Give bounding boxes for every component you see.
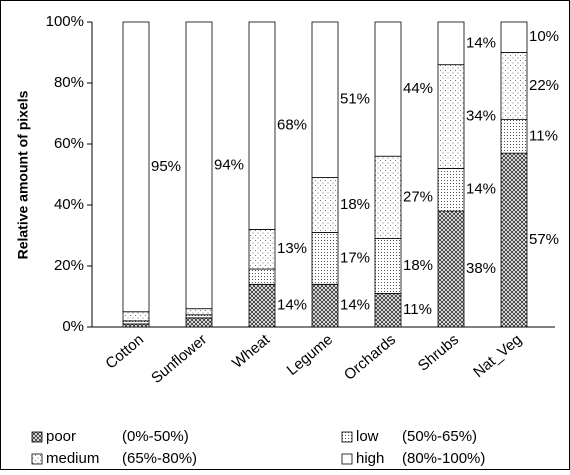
bar-segment: [374, 293, 402, 328]
bar-segment: [122, 21, 150, 313]
legend-range: (0%-50%): [122, 428, 189, 445]
bar-segment: [248, 268, 276, 285]
legend-range: (80%-100%): [402, 450, 485, 467]
value-label: 51%: [340, 91, 370, 108]
bar-segment: [311, 232, 339, 285]
value-label: 11%: [403, 301, 432, 318]
value-label: 27%: [403, 188, 433, 205]
bar-segment: [374, 21, 402, 157]
y-tick-label: 100%: [46, 13, 84, 30]
value-label: 38%: [466, 260, 496, 277]
bar-segment: [374, 155, 402, 239]
value-label: 34%: [466, 108, 496, 125]
value-label: 14%: [277, 297, 307, 314]
bar-segment: [374, 238, 402, 294]
legend-range: (65%-80%): [122, 450, 197, 467]
bar-segment: [185, 314, 213, 319]
value-label: 18%: [403, 257, 433, 274]
bar-segment: [248, 21, 276, 230]
value-label: 95%: [151, 158, 181, 175]
bar-segment: [311, 177, 339, 233]
value-label: 17%: [340, 249, 370, 266]
bar-segment: [437, 64, 465, 169]
value-label: 11%: [529, 127, 558, 144]
bar-segment: [248, 283, 276, 328]
legend-label: medium: [46, 450, 99, 467]
x-tick-label: Shrubs: [415, 331, 462, 375]
bar-segment: [437, 167, 465, 212]
legend-swatch: [341, 453, 353, 465]
value-label: 94%: [214, 156, 244, 173]
value-label: 14%: [466, 34, 496, 51]
y-tick-label: 80%: [54, 74, 84, 91]
bar-segment: [500, 119, 528, 154]
bar-segment: [500, 152, 528, 328]
bar-segment: [311, 283, 339, 328]
y-tick-label: 40%: [54, 196, 84, 213]
bar-segment: [185, 21, 213, 310]
value-label: 68%: [277, 117, 307, 134]
value-label: 22%: [529, 77, 559, 94]
y-axis-title: Relative amount of pixels: [15, 90, 31, 259]
bar-segment: [437, 210, 465, 328]
legend-swatch: [31, 453, 43, 465]
bar-segment: [122, 320, 150, 325]
bar-segment: [185, 317, 213, 328]
bar-segment: [122, 311, 150, 322]
bar-segment: [437, 21, 465, 66]
bar-segment: [248, 228, 276, 270]
x-tick-label: Orchards: [341, 331, 399, 384]
bar-segment: [185, 308, 213, 316]
y-tick-label: 20%: [54, 257, 84, 274]
value-label: 18%: [340, 196, 370, 213]
bar-segment: [311, 21, 339, 178]
value-label: 14%: [466, 181, 496, 198]
value-label: 14%: [340, 297, 370, 314]
value-label: 10%: [529, 28, 559, 45]
legend-label: low: [356, 428, 379, 445]
legend-label: high: [356, 450, 384, 467]
legend-swatch: [31, 431, 43, 443]
bar-segment: [500, 21, 528, 53]
x-tick-label: Wheat: [229, 331, 274, 372]
bar-segment: [500, 52, 528, 120]
x-tick-label: Sunflower: [148, 331, 210, 387]
y-tick-label: 0%: [62, 318, 84, 335]
x-tick-label: Legume: [284, 331, 336, 379]
legend-swatch: [341, 431, 353, 443]
value-label: 44%: [403, 80, 433, 97]
bar-segment: [122, 323, 150, 328]
x-tick-label: Nat_Veg: [470, 331, 525, 381]
value-label: 13%: [277, 240, 307, 257]
x-tick-label: Cotton: [102, 331, 147, 372]
legend-label: poor: [46, 428, 76, 445]
y-tick-label: 60%: [54, 135, 84, 152]
legend-range: (50%-65%): [402, 428, 477, 445]
value-label: 57%: [529, 231, 559, 248]
